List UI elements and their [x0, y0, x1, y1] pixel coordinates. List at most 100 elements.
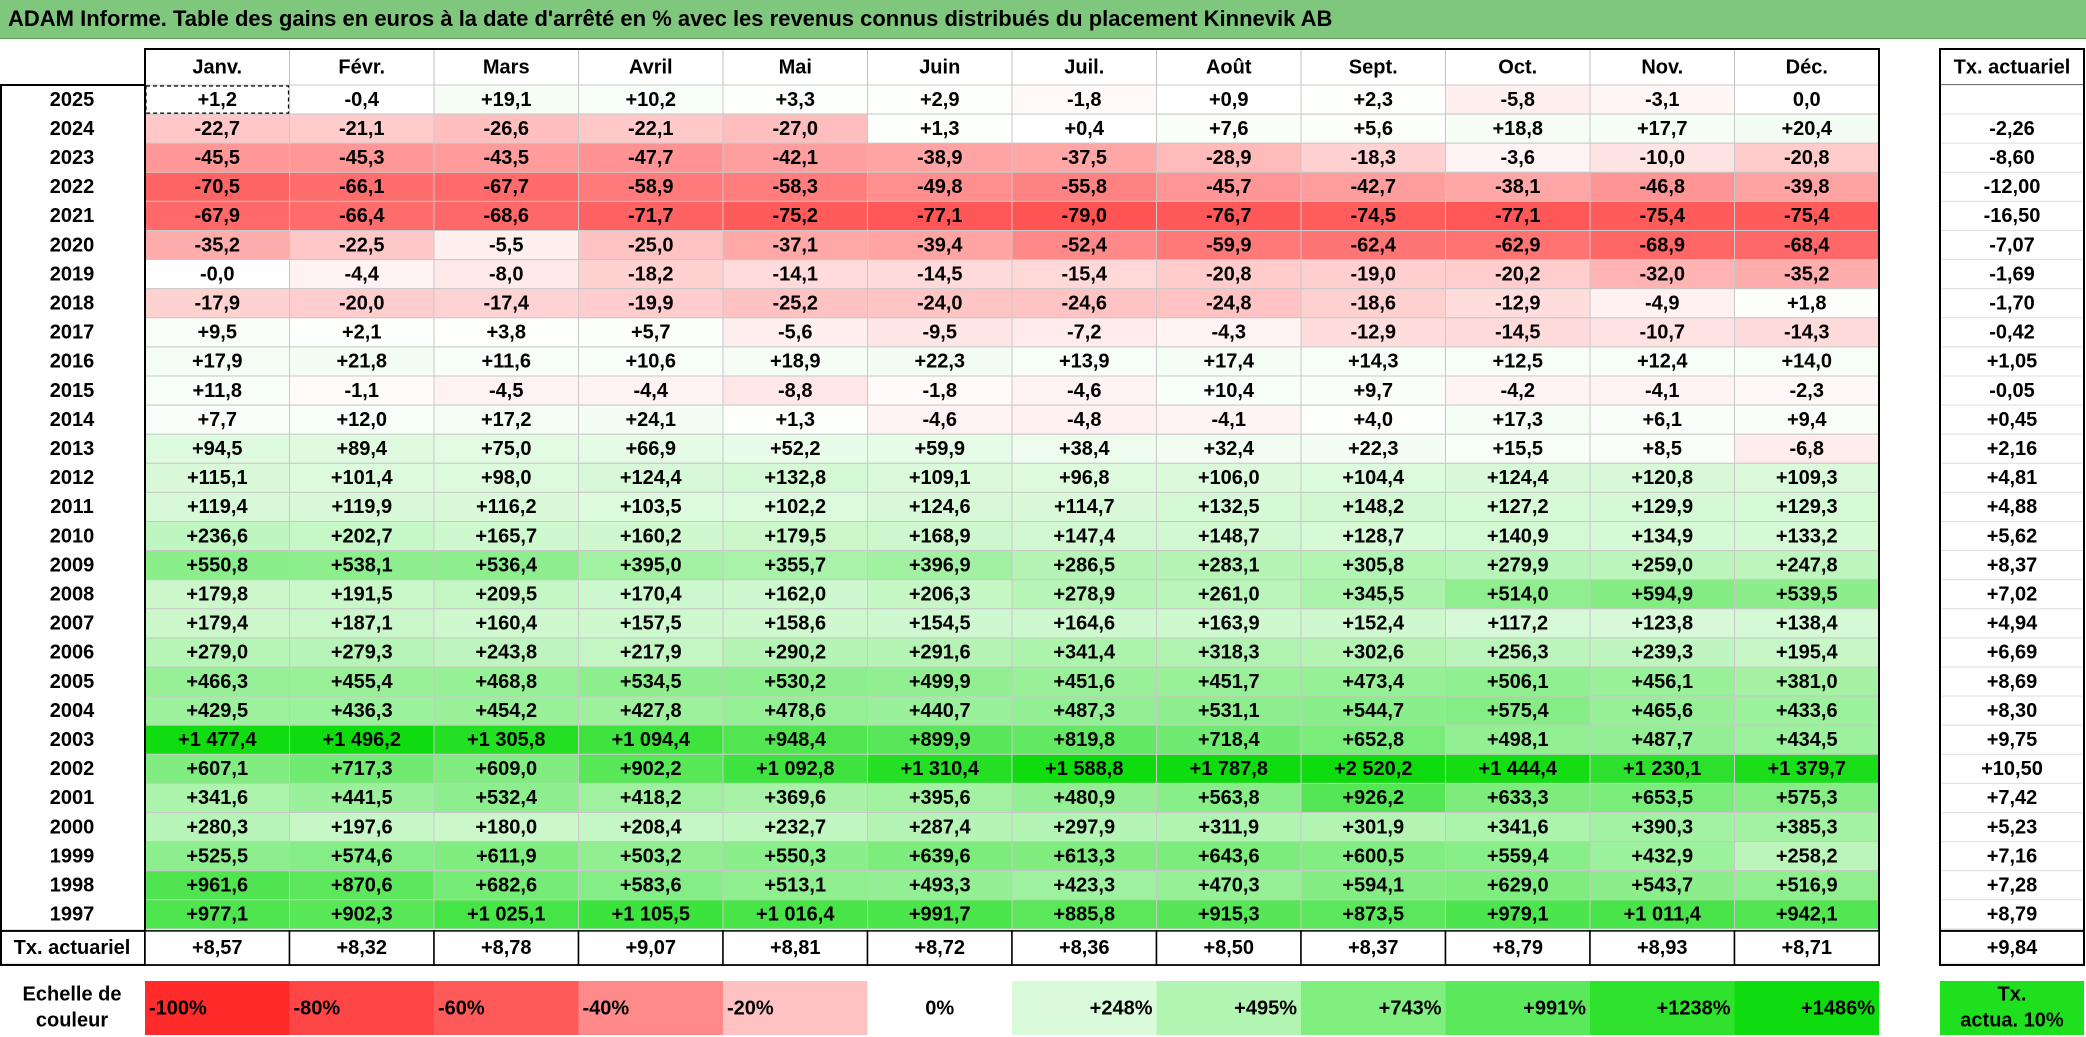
heatmap-cell — [1445, 695, 1591, 726]
heatmap-value: +451,7 — [1198, 671, 1260, 693]
scale-label: Echelle de — [23, 983, 122, 1005]
year-label: 1997 — [50, 904, 95, 926]
heatmap-value: +103,5 — [620, 496, 682, 518]
heatmap-value: -27,0 — [772, 118, 818, 140]
heatmap-value: +1 379,7 — [1768, 758, 1846, 780]
heatmap-cell — [1445, 812, 1591, 843]
heatmap-cell — [1589, 84, 1735, 115]
heatmap-value: -20,8 — [1784, 147, 1830, 169]
heatmap-value: +355,7 — [764, 554, 826, 576]
heatmap-cell — [1300, 812, 1446, 843]
heatmap-value: -26,6 — [483, 118, 529, 140]
heatmap-cell — [1011, 433, 1157, 464]
heatmap-value: +629,0 — [1487, 875, 1549, 897]
heatmap-value: +385,3 — [1776, 816, 1838, 838]
rate-cell — [1939, 84, 2085, 115]
heatmap-value: +633,3 — [1487, 787, 1549, 809]
heatmap-cell — [433, 230, 579, 261]
heatmap-cell — [289, 171, 435, 202]
heatmap-value: -47,7 — [628, 147, 674, 169]
heatmap-cell — [144, 637, 290, 668]
heatmap-value: +5,6 — [1354, 118, 1393, 140]
heatmap-cell — [289, 142, 435, 173]
heatmap-cell — [1300, 200, 1446, 231]
heatmap-cell — [1734, 899, 1880, 930]
heatmap-cell — [1156, 521, 1302, 552]
heatmap-value: 0,0 — [1793, 89, 1821, 111]
heatmap-cell — [867, 608, 1013, 639]
month-header-cell — [1734, 48, 1880, 86]
rate-value: +2,16 — [1987, 438, 2038, 460]
heatmap-cell — [1300, 433, 1446, 464]
heatmap-value: +305,8 — [1342, 554, 1404, 576]
scale-label-value: -60% — [438, 997, 485, 1019]
heatmap-cell — [144, 317, 290, 348]
heatmap-cell — [144, 870, 290, 901]
heatmap-cell — [433, 171, 579, 202]
heatmap-value: +433,6 — [1776, 700, 1838, 722]
heatmap-value: +259,0 — [1631, 554, 1693, 576]
heatmap-cell — [722, 200, 868, 231]
heatmap-value: +961,6 — [186, 875, 248, 897]
year-label: 2021 — [50, 205, 95, 227]
heatmap-value: +11,8 — [192, 380, 242, 402]
heatmap-value: +341,6 — [1487, 816, 1549, 838]
heatmap-value: -58,9 — [628, 176, 674, 198]
rate-value: +8,69 — [1987, 671, 2038, 693]
heatmap-value: +5,7 — [631, 322, 670, 344]
heatmap-cell — [1156, 113, 1302, 144]
year-label: 2014 — [50, 409, 95, 431]
heatmap-cell — [289, 899, 435, 930]
heatmap-value: +436,3 — [331, 700, 393, 722]
year-label: 2001 — [50, 787, 95, 809]
scale-swatch — [723, 981, 868, 1035]
heatmap-value: +3,3 — [776, 89, 815, 111]
heatmap-value: +991,7 — [909, 904, 971, 926]
heatmap-value: -12,9 — [1495, 293, 1541, 315]
heatmap-value: -37,5 — [1061, 147, 1107, 169]
heatmap-value: +162,0 — [764, 584, 826, 606]
heatmap-value: +15,5 — [1492, 438, 1543, 460]
heatmap-value: +164,6 — [1053, 613, 1115, 635]
heatmap-value: +18,9 — [770, 351, 821, 373]
year-label: 2010 — [50, 525, 95, 547]
heatmap-value: -0,0 — [200, 263, 234, 285]
heatmap-cell — [1300, 579, 1446, 610]
heatmap-value: -39,8 — [1784, 176, 1830, 198]
heatmap-cell — [433, 521, 579, 552]
heatmap-cell — [433, 404, 579, 435]
heatmap-value: -28,9 — [1206, 147, 1252, 169]
heatmap-cell — [1011, 579, 1157, 610]
heatmap-value: +1 011,4 — [1624, 904, 1702, 926]
heatmap-cell — [433, 462, 579, 493]
heatmap-value: +514,0 — [1487, 584, 1549, 606]
heatmap-cell — [1589, 753, 1735, 784]
month-header: Déc. — [1786, 56, 1828, 78]
heatmap-value: -10,7 — [1639, 322, 1685, 344]
heatmap-value: +536,4 — [475, 554, 538, 576]
heatmap-cell — [1445, 462, 1591, 493]
heatmap-value: +395,0 — [620, 554, 682, 576]
heatmap-cell — [1300, 550, 1446, 581]
heatmap-value: +170,4 — [620, 584, 683, 606]
heatmap-cell — [433, 200, 579, 231]
heatmap-value: -4,8 — [1067, 409, 1101, 431]
heatmap-value: -52,4 — [1061, 234, 1107, 256]
heatmap-cell — [1011, 288, 1157, 319]
heatmap-value: +20,4 — [1781, 118, 1832, 140]
heatmap-value: +127,2 — [1487, 496, 1549, 518]
rate-value: +9,75 — [1987, 729, 2038, 751]
heatmap-cell — [1734, 171, 1880, 202]
heatmap-value: +59,9 — [914, 438, 965, 460]
heatmap-cell — [1011, 899, 1157, 930]
heatmap-value: +948,4 — [764, 729, 827, 751]
rate-value: +1,05 — [1987, 351, 2038, 373]
heatmap-value: +873,5 — [1342, 904, 1404, 926]
heatmap-value: +465,6 — [1631, 700, 1693, 722]
heatmap-value: +11,6 — [481, 351, 531, 373]
heatmap-cell — [1445, 491, 1591, 522]
heatmap-cell — [1300, 113, 1446, 144]
heatmap-value: -43,5 — [483, 147, 529, 169]
heatmap-cell — [144, 404, 290, 435]
heatmap-value: -35,2 — [1784, 263, 1830, 285]
